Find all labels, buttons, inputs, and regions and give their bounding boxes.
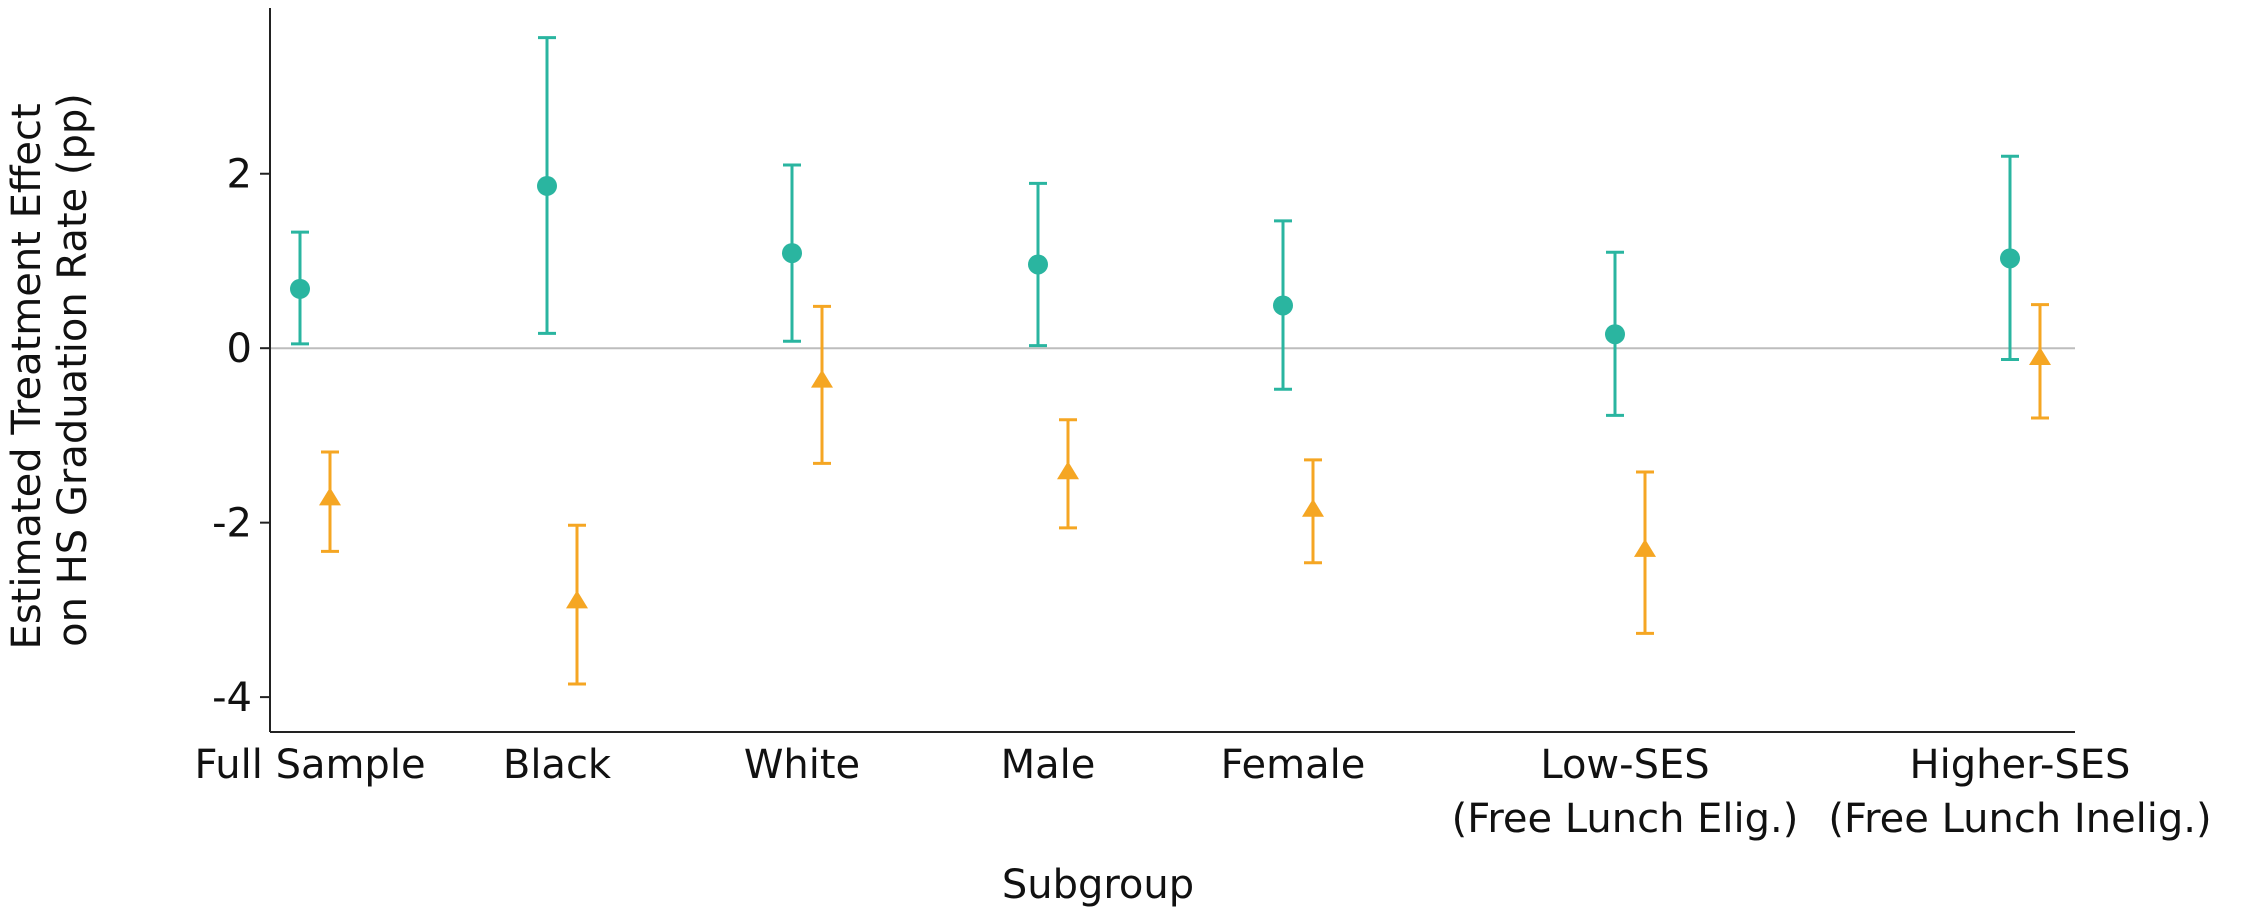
error-bar-group (2000, 154, 2020, 362)
error-bar-group (290, 230, 310, 346)
error-bar-group (1634, 470, 1656, 635)
error-bar-group (2029, 303, 2051, 420)
estimate-point-triangle (319, 487, 341, 506)
estimate-point-circle (290, 278, 310, 299)
estimate-point-triangle (566, 590, 588, 609)
x-tick-label-line: Low-SES (1540, 742, 1709, 788)
y-axis-title-line-1: Estimated Treatment Effect (4, 103, 50, 649)
error-bar-group (1605, 250, 1625, 417)
error-bar-group (782, 163, 802, 343)
y-tick-label: -2 (212, 501, 252, 547)
y-axis-title-line-2: on HS Graduation Rate (pp) (50, 93, 96, 647)
y-tick-label: 0 (227, 326, 252, 372)
error-bar-group (566, 523, 588, 686)
y-tick-label: 2 (227, 152, 252, 198)
estimate-point-triangle (1302, 498, 1324, 517)
estimate-point-circle (1028, 254, 1048, 275)
estimate-point-triangle (1634, 538, 1656, 557)
estimate-point-circle (1605, 324, 1625, 345)
x-ticks: Full Sample Black White Male Female Low-SES (F… (194, 742, 2211, 842)
x-tick-label-line: Black (503, 742, 612, 788)
x-tick-label-line: (Free Lunch Inelig.) (1828, 796, 2211, 842)
estimate-point-circle (2000, 248, 2020, 269)
estimate-point-triangle (1057, 461, 1079, 480)
error-bar-group (1273, 219, 1293, 391)
error-bar-group (1302, 458, 1324, 565)
estimate-point-circle (1273, 295, 1293, 316)
x-tick-label: Male (1001, 742, 1096, 788)
x-tick-label-line: (Free Lunch Elig.) (1452, 796, 1799, 842)
y-tick-label: -4 (212, 675, 252, 721)
error-bar-group (537, 36, 557, 335)
error-bar-group (1028, 181, 1048, 348)
x-tick-label: Higher-SES (Free Lunch Inelig.) (1828, 742, 2211, 842)
y-axis-title: Estimated Treatment Effect on HS Graduat… (4, 91, 96, 650)
error-bar-group (811, 304, 833, 465)
estimate-point-circle (782, 243, 802, 264)
x-tick-label-line: Higher-SES (1910, 742, 2131, 788)
x-tick-label-line: Full Sample (194, 742, 425, 788)
data-markers (290, 36, 2051, 686)
estimate-point-triangle (2029, 346, 2051, 365)
x-tick-label: White (744, 742, 860, 788)
estimate-point-circle (537, 175, 557, 196)
estimate-point-triangle (811, 369, 833, 388)
x-tick-label: Low-SES (Free Lunch Elig.) (1452, 742, 1799, 842)
x-tick-label: Black (503, 742, 612, 788)
x-tick-label-line: White (744, 742, 860, 788)
error-bar-group (319, 450, 341, 553)
x-tick-label: Female (1221, 742, 1366, 788)
y-ticks: -4 -2 0 2 (212, 152, 270, 721)
x-tick-label-line: Male (1001, 742, 1096, 788)
x-tick-label-line: Female (1221, 742, 1366, 788)
x-axis-title: Subgroup (1002, 862, 1194, 908)
x-tick-label: Full Sample (194, 742, 425, 788)
error-bar-group (1057, 418, 1079, 530)
